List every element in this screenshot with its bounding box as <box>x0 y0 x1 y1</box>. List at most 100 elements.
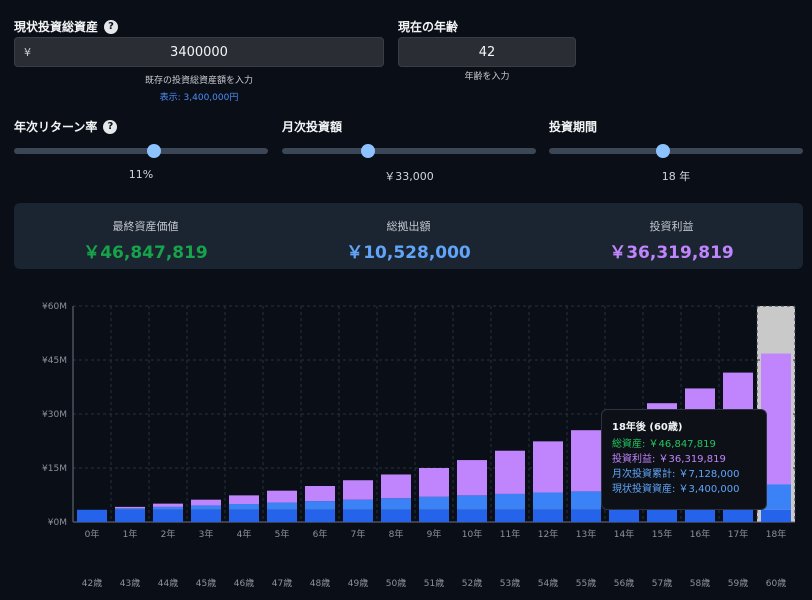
tooltip-monthly: 月次投資累計: ￥7,128,000 <box>612 469 740 480</box>
x-tick-label: 5年 <box>275 528 290 540</box>
bar-segment <box>723 509 753 522</box>
bar-segment <box>229 509 259 522</box>
bar-segment <box>191 499 221 506</box>
bar-segment <box>305 509 335 522</box>
help-icon[interactable]: ? <box>104 19 119 34</box>
period-value: 18 年 <box>661 170 691 183</box>
x-tick-label: 17年 <box>728 528 748 540</box>
age-label: 48歳 <box>310 577 330 589</box>
age-label: 46歳 <box>234 577 254 589</box>
bar-segment <box>343 509 373 522</box>
x-tick-label: 0年 <box>85 528 100 540</box>
age-label: 52歳 <box>462 577 482 589</box>
bar-segment <box>571 491 601 510</box>
bar-segment <box>419 509 449 522</box>
x-tick-label: 13年 <box>576 528 596 540</box>
final-value-title: 最終資産価値 <box>112 220 179 233</box>
y-tick-label: ¥30M <box>42 410 67 420</box>
period-slider[interactable] <box>549 144 803 158</box>
age-label: 60歳 <box>766 577 786 589</box>
bar-segment <box>343 480 373 500</box>
age-hint: 年齢を入力 <box>464 72 510 82</box>
bar-segment <box>419 496 449 510</box>
x-tick-label: 8年 <box>389 528 404 540</box>
monthly-slider[interactable] <box>282 144 536 158</box>
age-label: 56歳 <box>614 577 634 589</box>
age-label: 50歳 <box>386 577 406 589</box>
bar-segment <box>761 509 791 522</box>
bar-segment <box>495 493 525 510</box>
chart-tooltip: 18年後 (60歳) 総資産: ￥46,847,819 投資利益: ￥36,31… <box>601 409 767 510</box>
bar-segment <box>495 450 525 494</box>
profit-card: 投資利益 ￥36,319,819 <box>540 203 803 263</box>
return-slider[interactable] <box>14 144 268 158</box>
bar-segment <box>533 441 563 493</box>
age-label: 47歳 <box>272 577 292 589</box>
x-tick-label: 1年 <box>123 528 138 540</box>
bar-segment <box>457 495 487 510</box>
help-icon[interactable]: ? <box>103 119 118 134</box>
age-label: 45歳 <box>196 577 216 589</box>
x-tick-label: 11年 <box>500 528 520 540</box>
bar-segment <box>381 509 411 522</box>
monthly-value: ￥33,000 <box>384 170 434 183</box>
y-tick-label: ¥0M <box>48 518 67 528</box>
bar-segment <box>191 505 221 510</box>
current-assets-hint: 既存の投資総資産額を入力 <box>144 76 253 86</box>
age-label: 44歳 <box>158 577 178 589</box>
monthly-label: 月次投資額 <box>282 120 343 134</box>
x-tick-label: 9年 <box>427 528 442 540</box>
bar-segment <box>267 509 297 522</box>
age-label: 現在の年齢 <box>398 20 459 34</box>
bar-segment <box>267 502 297 510</box>
x-tick-label: 2年 <box>161 528 176 540</box>
bar-segment <box>381 474 411 499</box>
age-label: 42歳 <box>82 577 102 589</box>
bar-segment <box>533 492 563 510</box>
profit-title: 投資利益 <box>649 220 694 233</box>
summary-panel: 最終資産価値 ￥46,847,819 総拠出額 ￥10,528,000 投資利益… <box>14 203 803 269</box>
bar-segment <box>153 506 183 510</box>
x-tick-label: 6年 <box>313 528 328 540</box>
age-input[interactable]: 42 <box>398 37 576 67</box>
y-tick-label: ¥15M <box>42 464 67 474</box>
bar-segment <box>115 506 145 509</box>
return-value: 11% <box>128 168 154 181</box>
tooltip-title: 18年後 (60歳) <box>612 422 683 433</box>
final-value-amount: ￥46,847,819 <box>83 243 208 263</box>
return-label: 年次リターン率 ? <box>14 118 118 135</box>
bar-segment <box>267 490 297 503</box>
bar-segment <box>191 509 221 522</box>
profit-amount: ￥36,319,819 <box>609 243 734 263</box>
yen-prefix: ¥ <box>24 45 31 59</box>
period-slider-knob[interactable] <box>656 144 670 158</box>
current-assets-input[interactable]: ¥ 3400000 <box>14 37 384 67</box>
x-tick-label: 4年 <box>237 528 252 540</box>
bar-segment <box>77 509 107 522</box>
age-label: 51歳 <box>424 577 444 589</box>
x-tick-label: 10年 <box>462 528 482 540</box>
age-label: 59歳 <box>728 577 748 589</box>
current-assets-value: 3400000 <box>170 44 228 60</box>
return-slider-knob[interactable] <box>147 144 161 158</box>
contribution-card: 総拠出額 ￥10,528,000 <box>277 203 540 263</box>
x-tick-label: 14年 <box>614 528 634 540</box>
contribution-amount: ￥10,528,000 <box>346 243 471 263</box>
bar-segment <box>229 504 259 510</box>
x-tick-label: 15年 <box>652 528 672 540</box>
bar-segment <box>115 509 145 522</box>
bar-segment <box>457 460 487 496</box>
bar-segment <box>457 509 487 522</box>
x-tick-label: 7年 <box>351 528 366 540</box>
monthly-slider-knob[interactable] <box>361 144 375 158</box>
age-label: 54歳 <box>538 577 558 589</box>
bar-segment <box>495 509 525 522</box>
bar-segment <box>305 501 335 510</box>
age-label: 57歳 <box>652 577 672 589</box>
x-tick-label: 3年 <box>199 528 214 540</box>
x-tick-label: 18年 <box>766 528 786 540</box>
bar-segment <box>419 468 449 497</box>
bar-segment <box>153 503 183 507</box>
bar-segment <box>533 509 563 522</box>
y-tick-label: ¥60M <box>42 302 67 312</box>
